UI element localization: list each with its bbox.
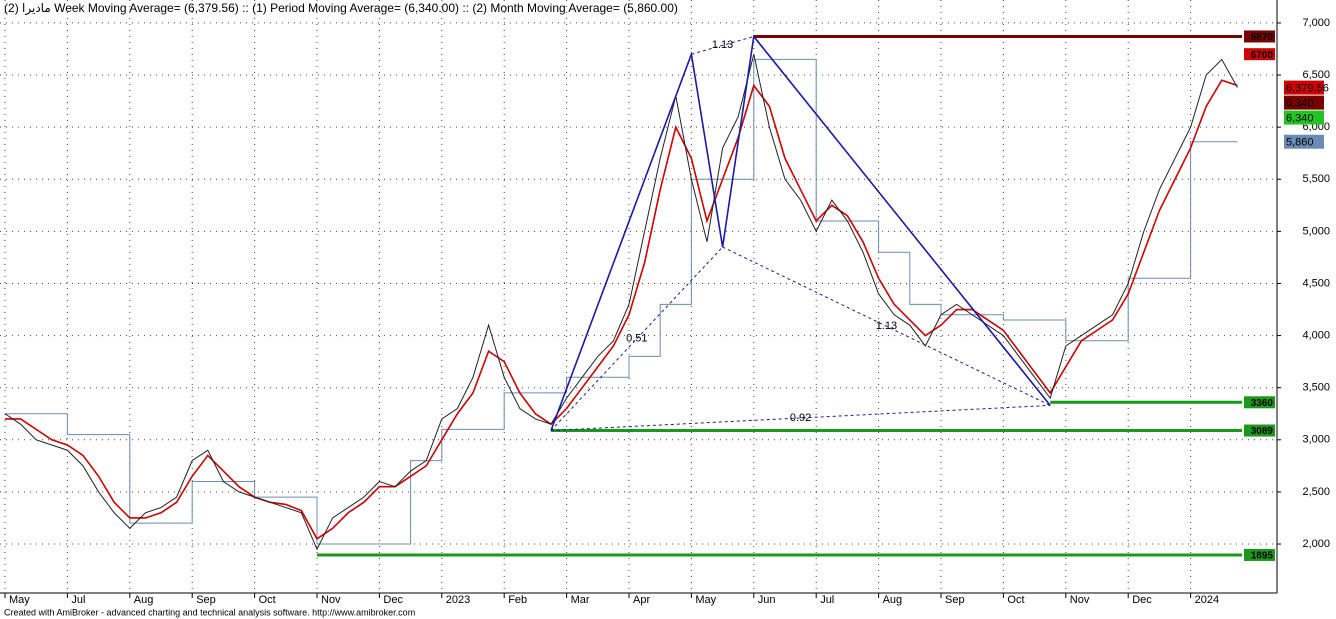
y-tick-label: 6,500 xyxy=(1302,69,1330,81)
x-tick-label: Dec xyxy=(1132,594,1152,606)
x-tick-label: Oct xyxy=(259,594,276,606)
x-tick-label: 2023 xyxy=(446,594,470,606)
level-tag-box xyxy=(1244,396,1275,409)
series-line xyxy=(5,79,1238,540)
y-tick-label: 3,000 xyxy=(1302,434,1330,446)
x-tick-label: Jun xyxy=(758,594,776,606)
pattern-ratio: 0.92 xyxy=(790,412,811,424)
y-tick-label: 4,000 xyxy=(1302,329,1330,341)
pattern-ratio-line xyxy=(691,35,754,55)
axis-tag-box xyxy=(1284,110,1324,125)
pattern-ratio: 0.51 xyxy=(626,333,647,345)
y-tick-label: 5,500 xyxy=(1302,173,1330,185)
x-tick-label: Feb xyxy=(508,594,527,606)
x-tick-label: Jul xyxy=(820,594,834,606)
series-line xyxy=(4,54,1238,551)
axis-tag: 6,379.56 xyxy=(1286,82,1329,94)
level-tag-box xyxy=(1244,548,1275,561)
x-tick-label: Aug xyxy=(134,594,154,606)
level-tag-box xyxy=(1244,48,1275,61)
y-tick-label: 4,500 xyxy=(1302,277,1330,289)
x-tick-label: Mar xyxy=(571,594,590,606)
series-line xyxy=(5,58,1238,545)
level-tag: 1895 xyxy=(1251,551,1274,562)
level-tag-box xyxy=(1244,424,1275,437)
x-tick-label: Nov xyxy=(1070,594,1090,606)
x-tick-label: 2024 xyxy=(1195,594,1219,606)
y-tick-label: 2,000 xyxy=(1302,538,1330,550)
y-tick-label: 3,500 xyxy=(1302,382,1330,394)
x-tick-label: Sep xyxy=(196,594,216,606)
axis-tag: 6,340 xyxy=(1286,112,1314,124)
level-tag: 6870 xyxy=(1251,32,1274,43)
axis-tag: 6,340 xyxy=(1286,97,1314,109)
level-tag: 3089 xyxy=(1251,426,1274,437)
x-tick-label: Dec xyxy=(383,594,403,606)
chart-title: مادیرا (2) Week Moving Average= (6,379.5… xyxy=(4,1,678,16)
axis-tag-box xyxy=(1284,80,1324,95)
y-tick-label: 5,000 xyxy=(1302,225,1330,237)
pattern-ratio: 1.13 xyxy=(876,320,897,332)
pattern-ratio-line xyxy=(722,246,1051,406)
x-tick-label: Aug xyxy=(883,594,903,606)
x-tick-label: May xyxy=(695,594,716,606)
x-tick-label: Jul xyxy=(71,594,85,606)
level-tag: 3360 xyxy=(1251,398,1274,409)
pattern-line xyxy=(550,34,1051,431)
footer: Created with AmiBroker - advanced charti… xyxy=(4,607,415,617)
x-tick-label: May xyxy=(9,594,30,606)
x-tick-label: Sep xyxy=(945,594,965,606)
y-tick-label: 7,000 xyxy=(1302,17,1330,29)
x-tick-label: Oct xyxy=(1007,594,1024,606)
pattern-ratio: 1.13 xyxy=(712,39,733,51)
axis-tag-box xyxy=(1284,134,1324,149)
y-tick-label: 2,500 xyxy=(1302,486,1330,498)
x-tick-label: Apr xyxy=(633,594,650,606)
axis-tag-box xyxy=(1284,95,1324,110)
level-tag: 6700 xyxy=(1251,50,1274,61)
axis-tag: 5,860 xyxy=(1286,137,1314,149)
x-tick-label: Nov xyxy=(321,594,341,606)
pattern-ratio-line xyxy=(550,404,1051,432)
level-tag-box xyxy=(1244,30,1275,43)
